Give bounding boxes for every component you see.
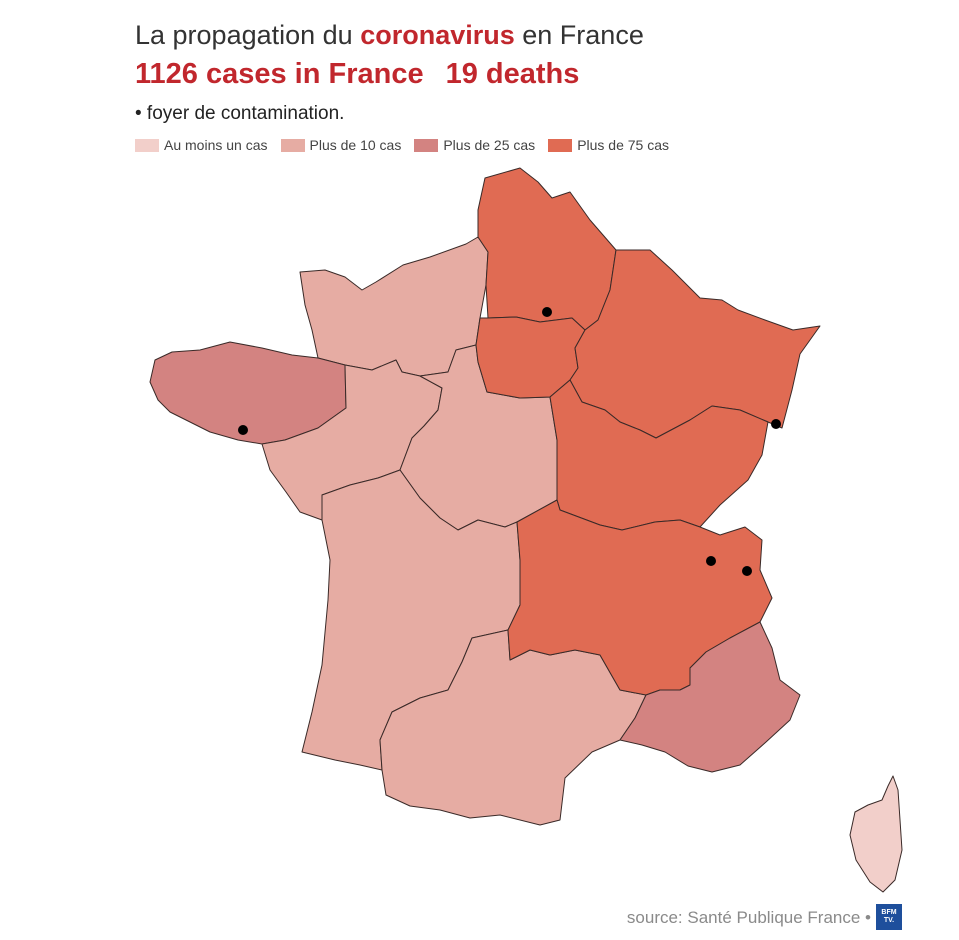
legend-item-au-moins-un-cas: Au moins un cas bbox=[135, 137, 268, 153]
source-credit: source: Santé Publique France • bbox=[626, 908, 871, 927]
legend-swatch bbox=[414, 138, 439, 152]
cases-count: 1126 cases in France bbox=[135, 58, 424, 90]
legend-label: Au moins un cas bbox=[164, 137, 268, 153]
legend-swatch bbox=[135, 138, 159, 152]
title-highlight: coronavirus bbox=[360, 20, 515, 50]
deaths-count: 19 deaths bbox=[445, 58, 580, 90]
region-provence-alpes-cote-dazur[interactable] bbox=[619, 621, 801, 773]
foyer-dot-haute-savoie-1 bbox=[706, 556, 716, 566]
foyer-dot-oise bbox=[542, 307, 552, 317]
region-hauts-de-france[interactable] bbox=[477, 167, 617, 331]
bfmtv-logo: BFM TV. bbox=[876, 904, 902, 930]
legend-swatch bbox=[548, 138, 573, 152]
legend-swatch bbox=[280, 138, 305, 152]
foyer-dot-haut-rhin bbox=[771, 419, 781, 429]
map-title: La propagation du coronavirus en France bbox=[135, 20, 644, 50]
legend-item-plus-de-10-cas: Plus de 10 cas bbox=[280, 137, 402, 153]
headline: 1126 cases in France 19 deaths bbox=[135, 58, 579, 91]
region-corse[interactable] bbox=[849, 775, 903, 893]
foyer-dot-haute-savoie-2 bbox=[742, 566, 752, 576]
legend-item-plus-de-75-cas: Plus de 75 cas bbox=[548, 137, 669, 153]
foyer-dot-morbihan bbox=[238, 425, 248, 435]
foyer-note: • foyer de contamination. bbox=[135, 103, 345, 124]
legend-item-plus-de-25-cas: Plus de 25 cas bbox=[414, 137, 535, 153]
legend-label: Plus de 75 cas bbox=[577, 137, 670, 153]
legend-label: Plus de 25 cas bbox=[443, 137, 536, 153]
legend-label: Plus de 10 cas bbox=[309, 137, 402, 153]
legend: Au moins un cas Plus de 10 cas Plus de 2… bbox=[135, 137, 682, 153]
